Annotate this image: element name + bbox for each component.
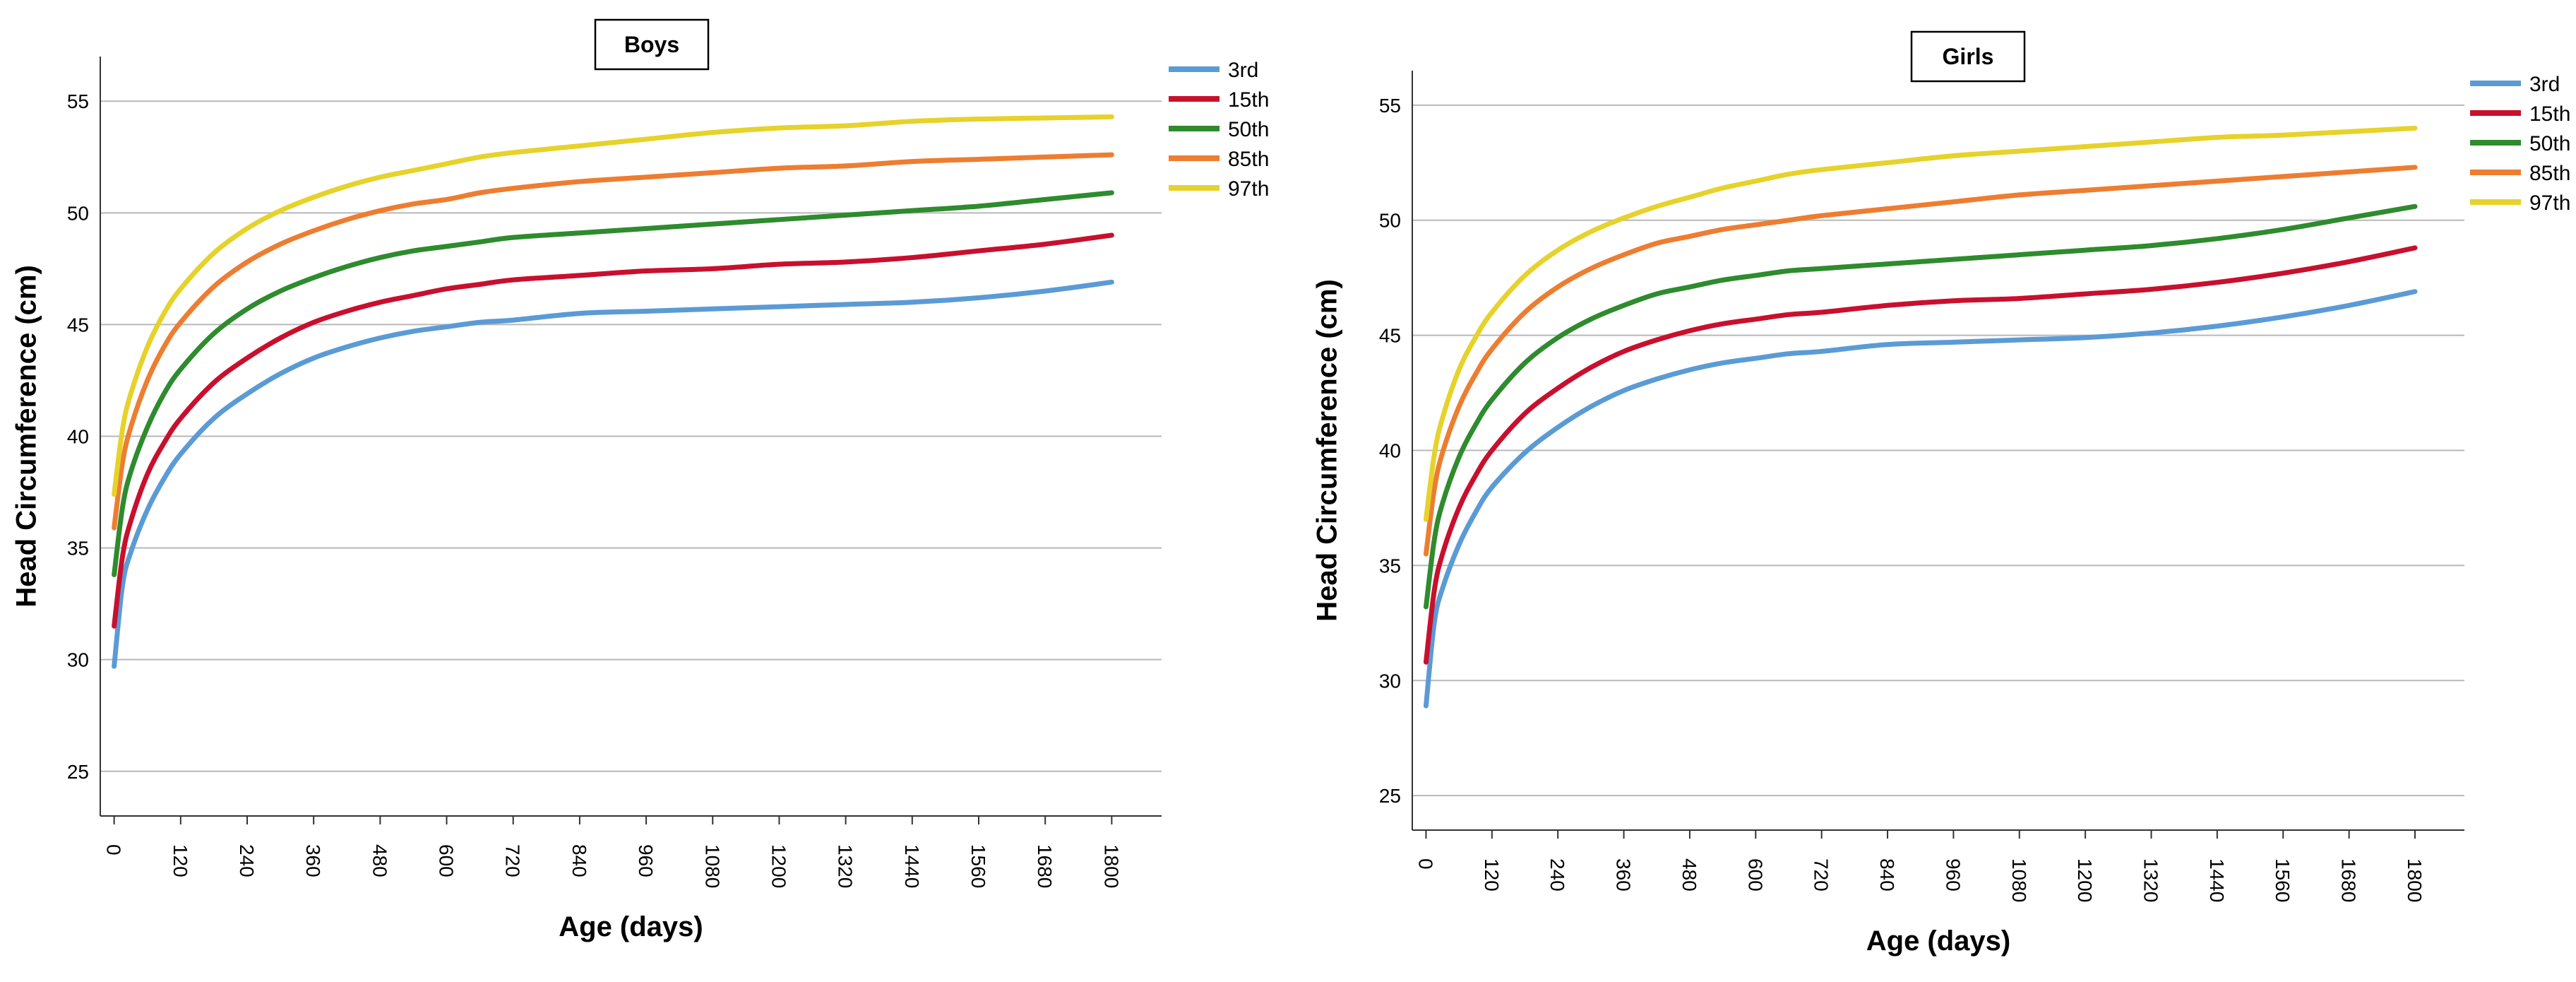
x-tick-label: 1080 <box>701 844 723 888</box>
x-tick-label: 1320 <box>835 844 857 888</box>
y-tick-label: 45 <box>1379 325 1401 347</box>
y-tick-label: 35 <box>1379 555 1401 576</box>
chart-title: Girls <box>1943 44 1994 69</box>
legend-label-15th: 15th <box>1228 88 1269 112</box>
y-tick-label: 50 <box>67 202 89 224</box>
y-tick-label: 25 <box>67 761 89 783</box>
legend-label-15th: 15th <box>2529 102 2570 126</box>
x-tick-label: 1560 <box>967 844 989 888</box>
chart-title: Boys <box>624 32 679 57</box>
series-line-50th <box>1423 203 2418 610</box>
series-line-97th <box>1423 125 2418 522</box>
legend-label-97th: 97th <box>1228 177 1269 201</box>
chart-title-box <box>594 18 710 71</box>
y-tick-label: 55 <box>1379 95 1401 117</box>
x-tick-label: 960 <box>635 844 657 877</box>
y-tick-label: 55 <box>67 90 89 112</box>
x-tick-label: 1800 <box>2404 858 2426 902</box>
y-tick-label: 50 <box>1379 210 1401 232</box>
x-tick-label: 1560 <box>2272 858 2294 902</box>
x-tick-label: 840 <box>1876 858 1898 892</box>
legend-label-50th: 50th <box>1228 118 1269 141</box>
x-tick-label: 0 <box>1414 858 1436 870</box>
y-tick-label: 30 <box>67 649 89 671</box>
x-tick-label: 1080 <box>2008 858 2030 902</box>
x-tick-label: 480 <box>369 844 390 877</box>
series-line-15th <box>112 232 1114 629</box>
legend-label-85th: 85th <box>2529 162 2570 185</box>
x-tick-label: 240 <box>236 844 258 877</box>
legend-label-97th: 97th <box>2529 191 2570 215</box>
x-tick-label: 720 <box>502 844 524 877</box>
x-tick-label: 1680 <box>2338 858 2360 902</box>
chart-girls: 25 30 35 40 45 50 55 0 120 240 360 480 600 720 840 960 1… <box>1312 30 2570 957</box>
chart-boys: 25 30 35 40 45 50 55 0 120 240 360 480 600 720 840 960 1… <box>11 18 1269 942</box>
series-line-85th <box>1423 165 2418 557</box>
legend-label-3rd: 3rd <box>1228 59 1258 82</box>
x-tick-label: 360 <box>1613 858 1635 892</box>
y-axis-title: Head Circumference (cm) <box>1312 279 1343 622</box>
x-tick-label: 0 <box>103 844 125 856</box>
x-tick-label: 1200 <box>2074 858 2096 902</box>
x-tick-label: 360 <box>302 844 324 877</box>
x-tick-label: 720 <box>1811 858 1832 892</box>
legend-label-50th: 50th <box>2529 132 2570 155</box>
y-tick-label: 25 <box>1379 785 1401 807</box>
x-tick-label: 1440 <box>901 844 923 888</box>
y-tick-label: 45 <box>67 314 89 336</box>
x-axis-title: Age (days) <box>1866 925 2011 957</box>
x-tick-label: 600 <box>1744 858 1766 892</box>
y-axis-title: Head Circumference (cm) <box>11 265 42 608</box>
y-tick-label: 30 <box>1379 670 1401 692</box>
series-line-50th <box>112 190 1114 578</box>
series-line-15th <box>1423 245 2418 665</box>
x-tick-label: 1440 <box>2206 858 2228 902</box>
x-tick-label: 120 <box>1481 858 1503 892</box>
x-tick-label: 600 <box>436 844 458 877</box>
series-line-97th <box>112 114 1114 497</box>
series-line-85th <box>112 152 1114 531</box>
y-tick-label: 40 <box>67 426 89 448</box>
legend-label-3rd: 3rd <box>2529 73 2560 96</box>
x-tick-label: 120 <box>169 844 191 877</box>
y-tick-label: 35 <box>67 538 89 560</box>
x-tick-label: 840 <box>568 844 590 877</box>
x-tick-label: 480 <box>1678 858 1700 892</box>
chart-title-box <box>1910 30 2026 83</box>
x-tick-label: 1200 <box>768 844 789 888</box>
x-tick-label: 1320 <box>2140 858 2162 902</box>
x-tick-label: 960 <box>1942 858 1964 892</box>
y-tick-label: 40 <box>1379 440 1401 462</box>
x-tick-label: 1800 <box>1100 844 1122 888</box>
legend-label-85th: 85th <box>1228 148 1269 171</box>
series-line-3rd <box>1423 289 2418 709</box>
x-tick-label: 1680 <box>1034 844 1056 888</box>
x-tick-label: 240 <box>1546 858 1568 892</box>
x-axis-title: Age (days) <box>559 911 703 942</box>
series-line-3rd <box>112 279 1114 669</box>
